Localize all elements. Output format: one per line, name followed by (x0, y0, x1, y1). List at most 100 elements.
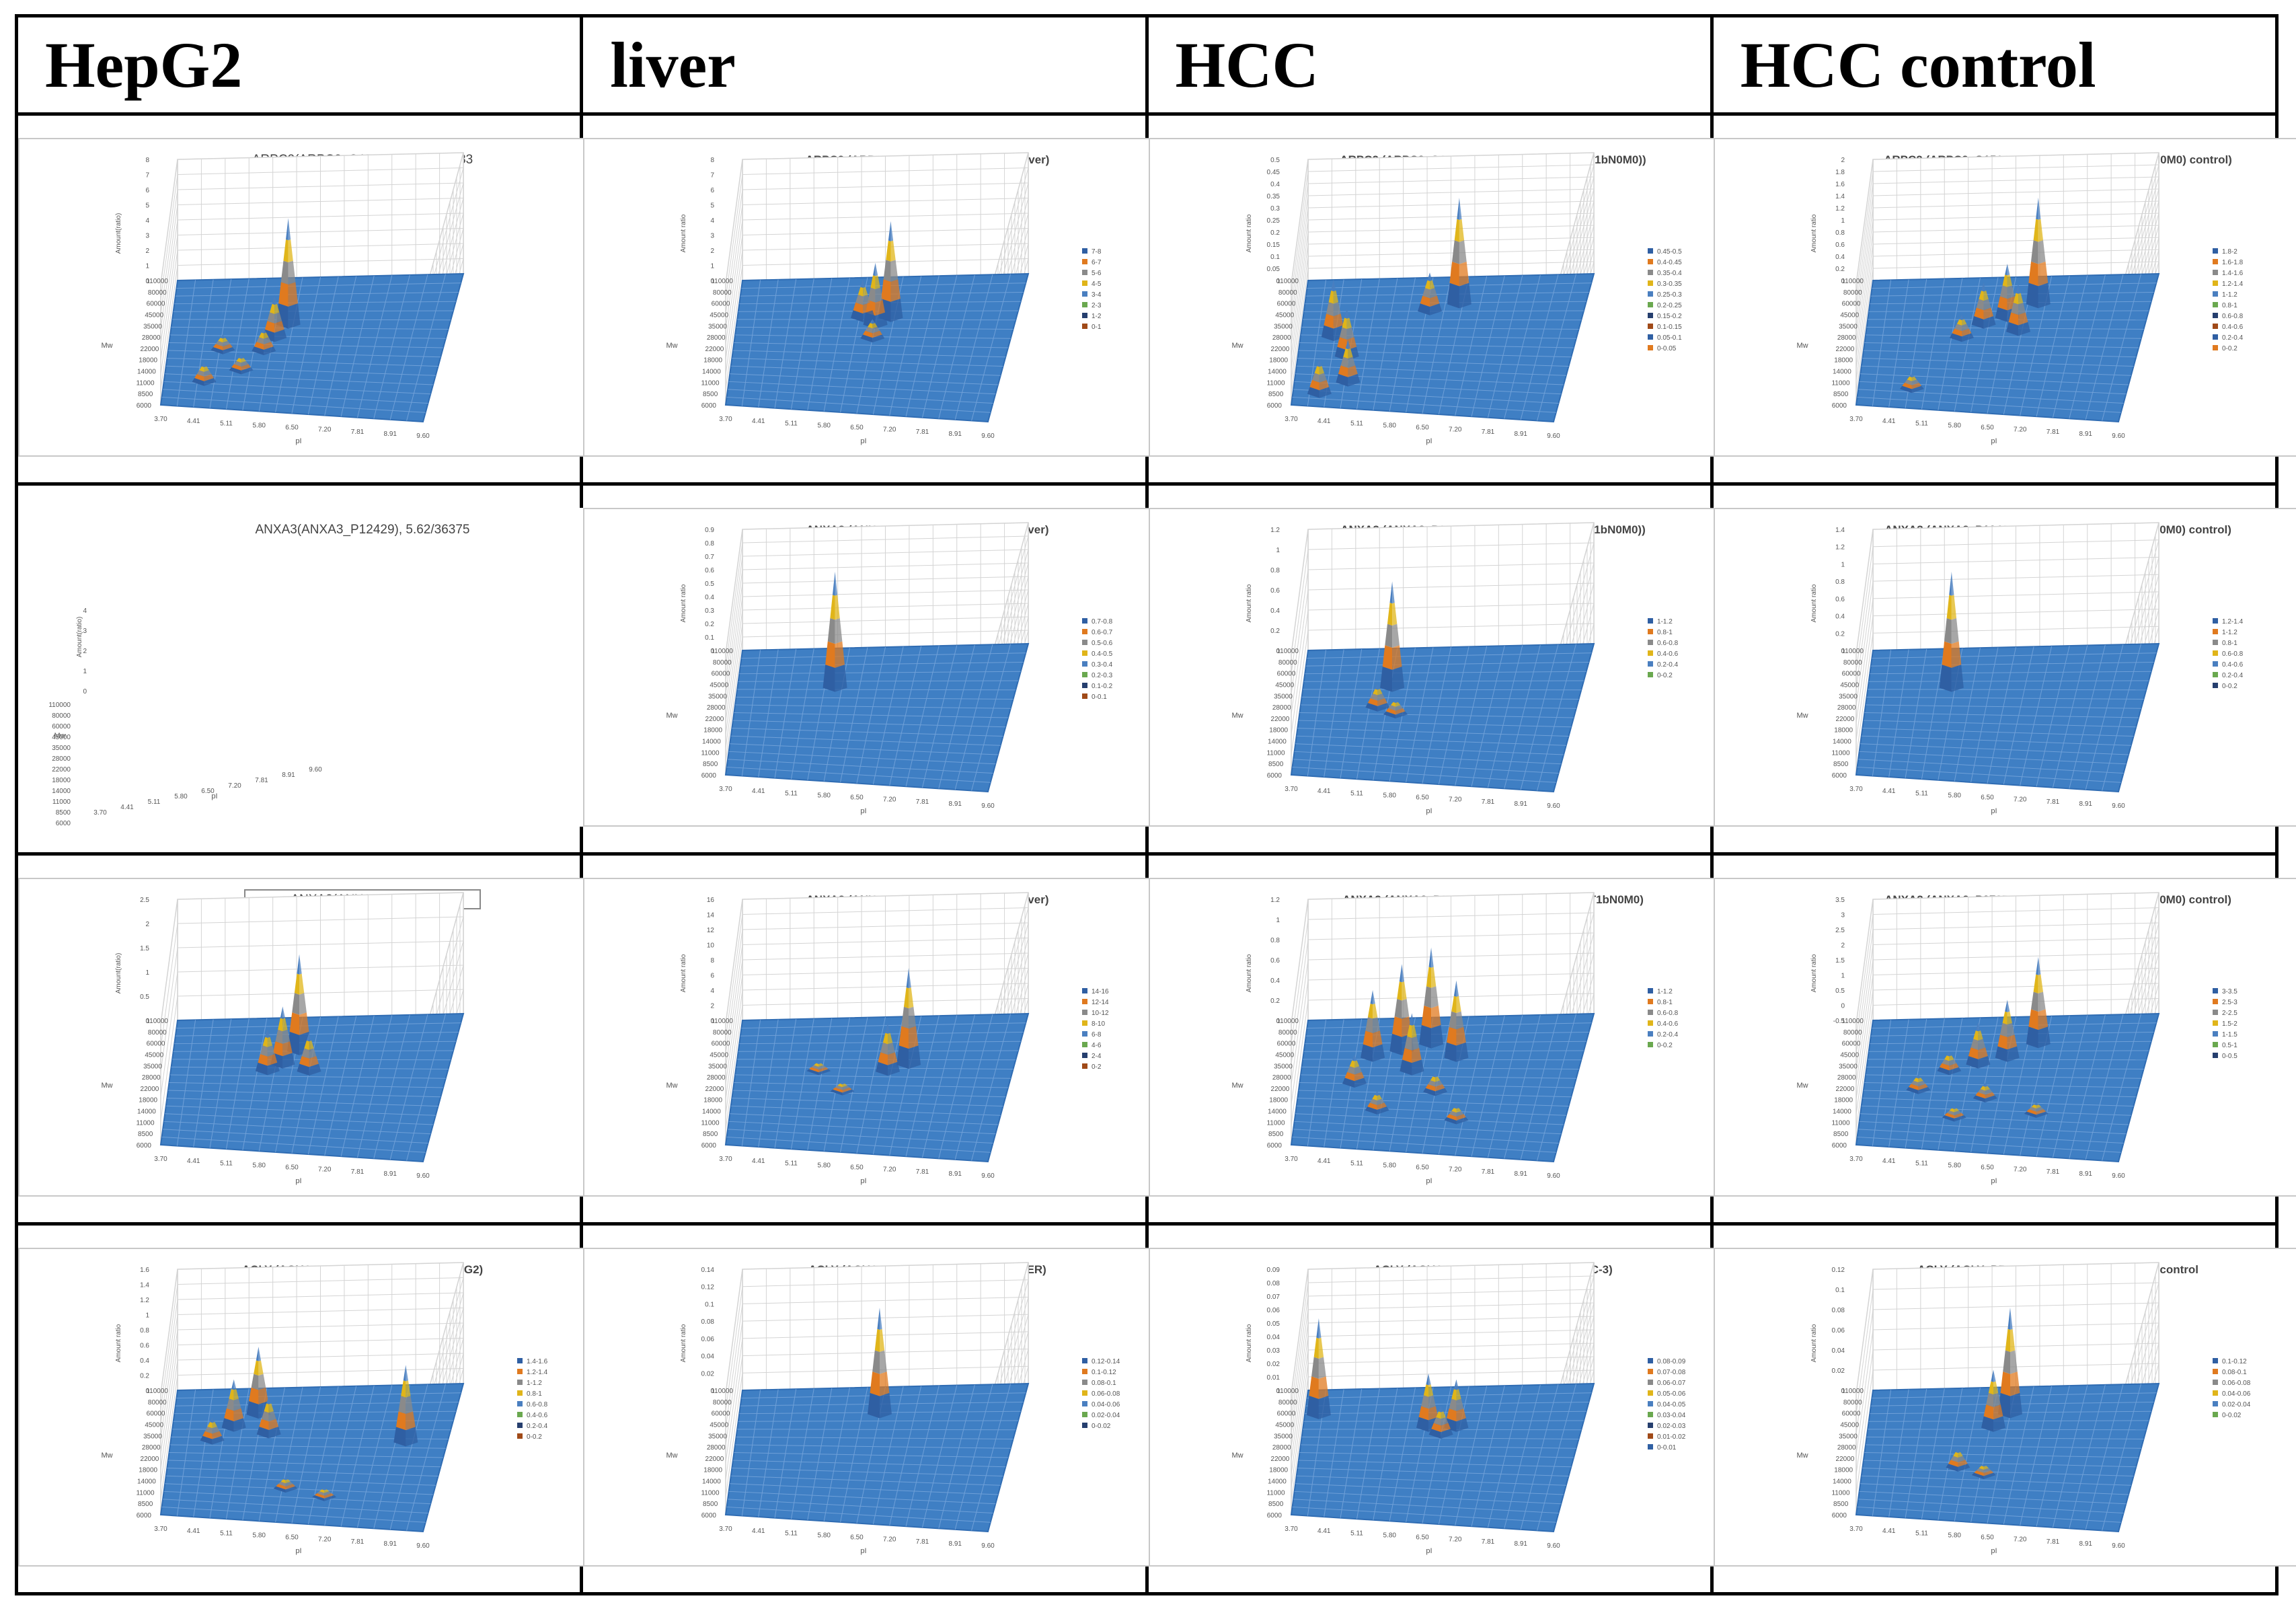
peak-band (863, 287, 868, 297)
surface-peak (312, 1487, 337, 1501)
peak-band (212, 1421, 217, 1429)
grid-line (725, 930, 743, 1055)
y-tick-label: 6000 (1266, 772, 1282, 780)
z-axis-label: Amount ratio (1810, 1324, 1818, 1362)
legend-swatch (1082, 324, 1088, 330)
x-tick-label: 5.80 (253, 1532, 266, 1539)
z-tick-label: 0.3 (1270, 205, 1280, 213)
legend-label: 0.1-0.15 (1657, 324, 1682, 331)
floor-grid-line (1454, 1016, 1487, 1156)
peak-band (259, 332, 264, 339)
peak-band (267, 1062, 280, 1076)
y-tick-label: 80000 (713, 659, 732, 667)
peak-band (1384, 624, 1392, 648)
peak-band (2038, 198, 2041, 220)
y-tick-label: 11000 (136, 1119, 155, 1127)
peak-band (317, 1491, 325, 1496)
z-tick-label: 10 (707, 942, 715, 950)
y-tick-label: 45000 (52, 734, 71, 741)
z-tick-label: 0.2 (140, 1373, 149, 1380)
floor-grid-line (2085, 1384, 2124, 1530)
peak-band (236, 358, 241, 363)
floor-grid-line (905, 646, 940, 787)
surface-peak (252, 328, 276, 356)
x-tick-label: 8.91 (384, 1540, 397, 1548)
y-tick-label: 18000 (1834, 357, 1853, 365)
z-axis-label: Amount ratio (1810, 584, 1818, 622)
peak-band (1976, 299, 1984, 311)
peak-band (1913, 1078, 1919, 1083)
legend-swatch (1647, 280, 1653, 287)
z-axis-label: Amount ratio (680, 954, 687, 992)
peak-band (288, 303, 301, 329)
peak-band (1319, 366, 1324, 375)
z-tick-label: 0.09 (1266, 1267, 1280, 1274)
z-tick-label: 0.04 (1831, 1347, 1845, 1355)
peak-band (1911, 1080, 1919, 1087)
floor-grid-line (1438, 646, 1469, 785)
grid-line (160, 1375, 178, 1500)
y-tick-label: 14000 (1833, 739, 1851, 746)
peak-band (2038, 974, 2043, 993)
z-tick-label: 0.5 (705, 580, 714, 588)
x-tick-label: 6.50 (851, 1164, 864, 1172)
chart-panel: ANXA2 (ANXA2_P07355-1) 7.57/38604 (HCC(c… (1713, 878, 2296, 1197)
z-tick-label: 3 (83, 628, 87, 635)
legend-swatch (1647, 1433, 1653, 1439)
surface-peak (1971, 1463, 1996, 1480)
z-tick-label: 0.06 (1831, 1327, 1845, 1334)
grid-line (725, 250, 743, 375)
peak-band (1983, 1468, 1991, 1473)
peak-band (872, 323, 878, 329)
floor-grid-line (2020, 1386, 2052, 1526)
grid-line (725, 556, 743, 681)
legend-label: 5-6 (1092, 270, 1102, 277)
floor-grid-line (1870, 671, 2151, 675)
surface-peak (1949, 314, 1974, 342)
peak-band (1455, 1026, 1466, 1046)
peak-band (1309, 1376, 1319, 1399)
peak-band (1394, 999, 1402, 1019)
legend-label: 0.06-0.08 (2222, 1380, 2251, 1387)
peak-band (258, 1360, 264, 1376)
y-axis-label: Mw (1231, 342, 1243, 350)
peak-band (241, 367, 254, 375)
x-tick-label: 7.20 (883, 1166, 896, 1174)
peak-band (875, 300, 886, 316)
peak-band (1429, 272, 1432, 282)
peak-band (283, 239, 289, 263)
y-tick-label: 8500 (1268, 1501, 1284, 1508)
z-tick-label: 0.1 (1835, 1287, 1845, 1294)
z-axis-label: Amount(ratio) (115, 953, 122, 994)
grid-line (160, 1329, 178, 1455)
grid-line (725, 914, 743, 1039)
peak-band (1459, 240, 1467, 264)
y-tick-label: 11000 (701, 1489, 720, 1497)
peak-band (1429, 288, 1437, 299)
peak-band (842, 1087, 853, 1093)
column-header: liver (610, 28, 736, 101)
peak-band (872, 327, 880, 334)
floor-grid-line (1536, 1384, 1576, 1531)
figure-table: HepG2 liver HCC HCC control ARPC2(ARPC2_… (14, 13, 2296, 1595)
peak-band (1347, 348, 1353, 359)
y-tick-label: 35000 (1274, 693, 1293, 700)
peak-band (1345, 340, 1348, 350)
y-tick-label: 14000 (1268, 1108, 1287, 1116)
chart-svg: ARPC2 (ARPC2_O15144-1) 6.84/34333 (HCC(c… (1796, 152, 2243, 445)
legend-swatch (1082, 313, 1088, 319)
chart-cell: ARPC2 (ARPC2_O15144-1) 6.84/34333 (Liver… (580, 112, 1272, 486)
legend-swatch (517, 1412, 523, 1418)
x-tick-label: 5.80 (1383, 792, 1396, 800)
x-tick-label: 9.60 (2112, 433, 2125, 440)
peak-band (1434, 1088, 1447, 1096)
legend-swatch (517, 1390, 523, 1396)
grid-line (725, 1338, 743, 1463)
peak-band (2005, 1328, 2010, 1352)
peak-band (1451, 1108, 1456, 1113)
legend-label: 0.02-0.04 (2222, 1401, 2251, 1408)
peak-band (1950, 1456, 1958, 1462)
row-arpc2: ARPC2(ARPC2_O15144), 6.84/ 3433387654321… (14, 112, 2296, 486)
peak-band (1426, 272, 1430, 282)
chart-cell: ANXA2 (ANXA2_P07355-1) 7.57/38604 (HCC(c… (1145, 852, 1837, 1226)
